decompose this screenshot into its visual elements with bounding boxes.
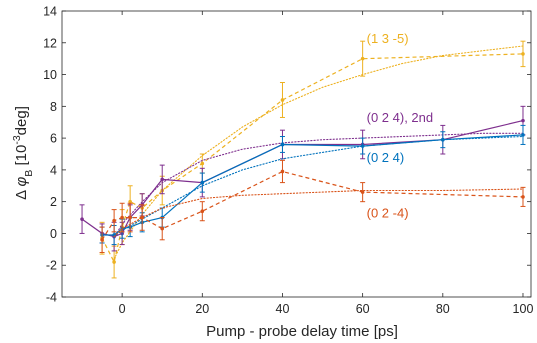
data-point — [200, 180, 205, 185]
data-point — [80, 217, 84, 221]
series-label: (0 2 4) — [367, 150, 405, 165]
y-tick-label: 10 — [43, 68, 57, 82]
x-tick-label: 40 — [276, 302, 290, 316]
x-tick-label: 80 — [436, 302, 450, 316]
data-point — [521, 133, 525, 137]
series-line — [101, 53, 524, 264]
series-label: (1 3 -5) — [367, 31, 409, 46]
y-axis-label-prefix: Δ — [13, 187, 30, 200]
series-label: (0 2 4), 2nd — [367, 110, 434, 125]
series-3 — [99, 159, 526, 254]
data-point — [360, 56, 365, 61]
y-tick-label: -2 — [46, 259, 57, 273]
data-point — [120, 215, 124, 220]
y-tick-label: 8 — [50, 100, 57, 114]
series-label: (0 2 -4) — [367, 206, 409, 221]
y-tick-label: 4 — [50, 163, 57, 177]
y-axis-label-superscript: -3 — [11, 135, 23, 144]
axes-box — [61, 10, 532, 298]
data-point — [100, 238, 104, 242]
x-tick-label: 100 — [513, 302, 534, 316]
data-point — [280, 169, 285, 174]
data-point — [128, 199, 132, 204]
y-tick-label: 6 — [50, 132, 57, 146]
x-tick-label: 20 — [195, 302, 209, 316]
y-tick-label: 0 — [50, 227, 57, 241]
data-point — [160, 177, 165, 182]
data-point — [160, 226, 165, 231]
data-point — [280, 98, 285, 102]
data-point — [360, 144, 365, 148]
y-tick-label: 2 — [50, 195, 57, 209]
y-axis-label-unit-open: [10 — [13, 145, 30, 170]
y-axis-label-subscript: B — [23, 170, 35, 177]
data-point — [521, 52, 525, 56]
data-point — [441, 137, 445, 142]
series-line — [101, 170, 524, 241]
data-point — [112, 260, 116, 264]
y-tick-label: -4 — [46, 291, 57, 305]
data-point — [521, 118, 525, 123]
y-axis-label: Δ φB [10-3deg] — [11, 106, 35, 200]
data-point — [200, 161, 205, 166]
data-point — [112, 218, 116, 223]
series-line — [81, 120, 524, 238]
data-point — [140, 215, 144, 220]
data-point — [280, 142, 285, 147]
series-layer — [79, 40, 526, 279]
x-tick-label: 0 — [119, 302, 126, 316]
axes-layer: 0 20 40 60 80 100 -4 -2 0 2 4 6 8 10 12 14 — [43, 5, 533, 317]
y-tick-label: 12 — [43, 36, 57, 50]
annotation-layer: (1 3 -5) (0 2 4), 2nd (0 2 4) (0 2 -4) — [367, 31, 434, 221]
y-tick-label: 14 — [43, 5, 57, 19]
data-point — [200, 209, 205, 213]
data-point — [521, 195, 525, 199]
data-point — [360, 190, 365, 194]
y-axis-label-unit-close: deg] — [13, 106, 30, 135]
y-axis-label-symbol: φ — [13, 177, 30, 187]
data-point — [128, 215, 132, 220]
x-tick-label: 60 — [356, 302, 370, 316]
x-axis-label: Pump - probe delay time [ps] — [206, 323, 398, 340]
